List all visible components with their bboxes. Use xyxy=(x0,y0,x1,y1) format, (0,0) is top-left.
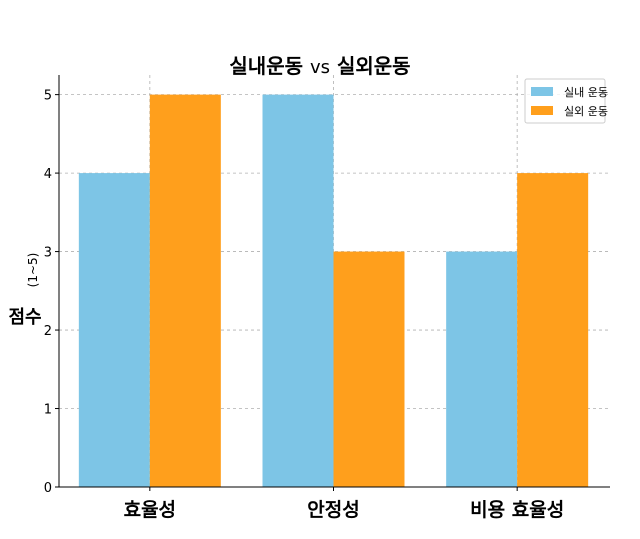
y-tick-label: 1 xyxy=(44,403,52,418)
bar-outdoor-2 xyxy=(517,173,589,487)
x-tick-label: 비용 효율성 xyxy=(470,499,564,521)
y-tick-label: 4 xyxy=(44,167,52,182)
x-tick-labels: 효율성 안정성 비용 효율성 xyxy=(124,487,564,521)
bar-outdoor-0 xyxy=(149,94,221,487)
chart-title-part1: 실내운동 xyxy=(229,54,303,78)
chart-title-vs: vs xyxy=(310,57,330,78)
bars xyxy=(78,94,589,487)
y-tick-label: 2 xyxy=(44,324,52,339)
y-tick-labels: 0 1 2 3 4 5 xyxy=(44,89,59,496)
axes xyxy=(58,75,610,488)
chart-title: 실내운동 vs 실외운동 xyxy=(229,54,410,78)
y-axis-label: 점수 xyxy=(8,307,41,328)
x-tick-label: 효율성 xyxy=(124,499,176,521)
legend-label-indoor: 실내 운동 xyxy=(564,86,608,99)
y-tick-label: 0 xyxy=(44,481,52,496)
chart-title-part2: 실외운동 xyxy=(337,54,411,78)
y-tick-label: 3 xyxy=(44,246,52,261)
y-tick-label: 5 xyxy=(44,89,52,104)
y-axis-sublabel: (1~5) xyxy=(26,253,40,288)
legend-swatch-indoor xyxy=(531,87,553,96)
legend: 실내 운동 실외 운동 xyxy=(524,78,608,124)
legend-swatch-outdoor xyxy=(531,106,553,115)
bar-indoor-1 xyxy=(262,94,334,487)
legend-label-outdoor: 실외 운동 xyxy=(564,105,608,118)
bar-indoor-0 xyxy=(78,173,150,487)
x-tick-label: 안정성 xyxy=(307,499,359,521)
bar-outdoor-1 xyxy=(333,251,405,487)
bar-indoor-2 xyxy=(446,251,518,487)
